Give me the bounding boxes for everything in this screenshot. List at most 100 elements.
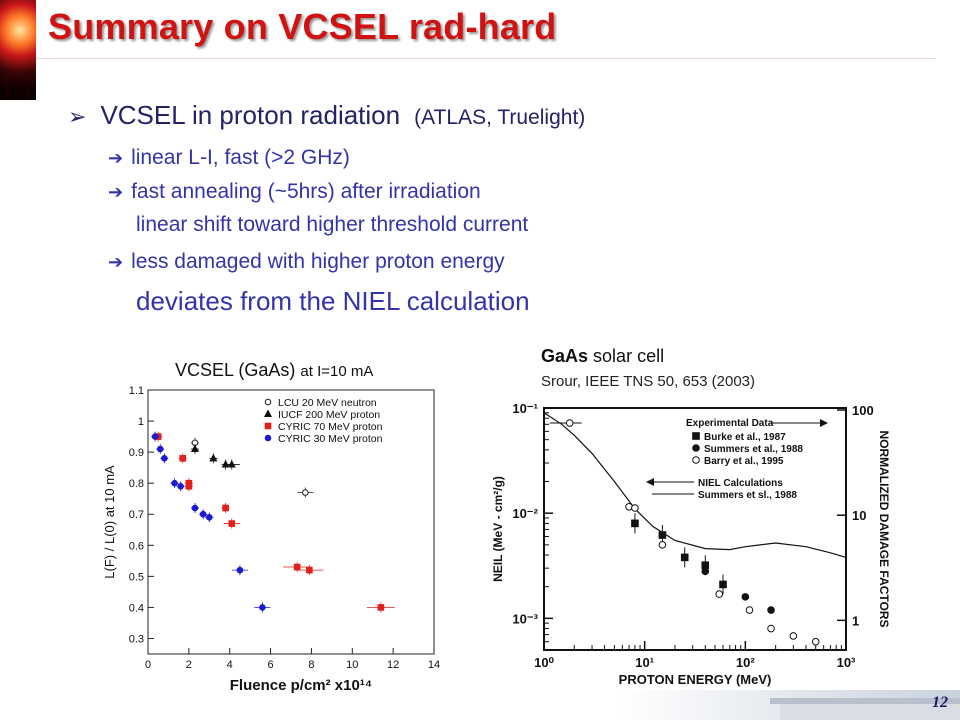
legend-marker <box>264 434 272 442</box>
data-point <box>293 563 301 571</box>
legend-marker <box>264 422 272 430</box>
x-tick-label: 6 <box>268 659 274 671</box>
data-point <box>701 567 710 576</box>
data-point <box>658 541 667 549</box>
legend-label: Barry et al., 1995 <box>704 456 784 467</box>
gaas-chart-reference: Srour, IEEE TNS 50, 653 (2003) <box>541 373 756 390</box>
y-tick-label: 0.6 <box>129 540 144 552</box>
y-tick-label: 0.5 <box>129 571 144 583</box>
x-tick-label: 14 <box>428 659 440 671</box>
harbor-scene-decoration <box>620 690 960 720</box>
vcsel-caption-small: at I=10 mA <box>300 363 374 380</box>
niel-energy-chart: 10⁰ 10¹ 10² 10³ 10⁻³ 10⁻² 10⁻¹ 1 10 100 PROTON ENE… <box>480 398 892 690</box>
y-tick-label: 0.4 <box>129 602 144 614</box>
data-point <box>741 593 750 601</box>
vcsel-chart-svg: 0 2 4 6 8 10 12 14 0.3 0.4 0.5 0.6 0.7 0.8 0.9 1 1.1 Flue… <box>102 385 440 694</box>
y-tick-label: 1.1 <box>129 385 144 397</box>
main-bullet-paren: (ATLAS, Truelight) <box>414 106 586 129</box>
x-tick-label: 8 <box>308 659 314 671</box>
sub-bullet-5-text: deviates from the NIEL calculation <box>136 286 530 316</box>
right-tick-label: 1 <box>852 613 859 628</box>
data-point <box>199 510 207 518</box>
data-point <box>302 489 309 496</box>
fireworks-decoration <box>0 0 36 100</box>
page-number: 12 <box>932 694 948 711</box>
torii-gate-decoration <box>2 82 34 100</box>
data-point <box>789 632 798 640</box>
data-point <box>565 419 574 427</box>
legend-arrowhead <box>646 478 654 486</box>
data-point <box>190 444 200 453</box>
y-tick-label: 0.8 <box>129 478 144 490</box>
data-point <box>745 606 754 614</box>
sub-bullet-1-text: linear L-I, fast (>2 GHz) <box>131 146 350 169</box>
data-point <box>767 624 775 633</box>
data-point <box>185 482 193 490</box>
sub-bullet-3-text: linear shift toward higher threshold cur… <box>136 213 529 236</box>
data-point <box>151 433 159 440</box>
vcsel-caption-main: VCSEL (GaAs) <box>175 360 296 380</box>
right-tick-label: 100 <box>852 403 874 418</box>
data-point <box>222 504 229 512</box>
y-tick-label: 10⁻² <box>512 506 538 521</box>
data-point <box>631 504 639 512</box>
legend-marker <box>692 432 700 440</box>
x-tick-label: 12 <box>387 659 399 671</box>
y-tick-label: 10⁻³ <box>512 611 538 626</box>
data-point <box>259 604 266 611</box>
data-point <box>377 604 385 611</box>
y-tick-label: 0.3 <box>129 633 144 645</box>
legend-label: Summers et sl., 1988 <box>698 490 797 501</box>
data-point <box>227 459 236 468</box>
vcsel-chart-caption: VCSEL (GaAs) at I=10 mA <box>175 360 373 381</box>
y-tick-label: 1 <box>138 416 144 428</box>
legend-marker <box>263 409 273 417</box>
data-point <box>228 520 236 527</box>
data-point <box>236 566 244 574</box>
legend-label: Summers et al., 1988 <box>704 444 803 455</box>
y-axis-label: L(F) / L(0) at 10 mA <box>102 465 117 579</box>
x-tick-label: 10⁰ <box>534 655 554 670</box>
x-tick-label: 2 <box>186 659 192 671</box>
x-tick-label: 10² <box>736 655 755 670</box>
sub-bullet-4: ➔ less damaged with higher proton energy <box>108 250 505 274</box>
niel-curve <box>543 412 847 558</box>
slide-title: Summary on VCSEL rad-hard <box>48 6 557 47</box>
data-point <box>171 479 178 487</box>
sub-bullet-2: ➔ fast annealing (~5hrs) after irradiatio… <box>108 180 481 204</box>
plot-frame <box>147 389 435 655</box>
title-divider <box>36 58 936 59</box>
y-tick-label: 10⁻¹ <box>512 401 538 416</box>
legend-marker <box>264 398 272 406</box>
data-point <box>177 482 184 490</box>
sub-bullet-4-text: less damaged with higher proton energy <box>131 250 505 273</box>
legend-label: Burke et al., 1987 <box>704 432 786 443</box>
data-point <box>209 453 218 462</box>
data-point <box>767 606 775 614</box>
main-bullet-text: VCSEL in proton radiation <box>100 100 401 130</box>
legend-label: LCU 20 MeV neutron <box>278 397 377 409</box>
vcsel-fluence-chart: 0 2 4 6 8 10 12 14 0.3 0.4 0.5 0.6 0.7 0.8 0.9 1 1.1 Flue… <box>100 384 445 700</box>
legend-label: IUCF 200 MeV proton <box>278 409 380 421</box>
x-tick-label: 10¹ <box>635 655 654 670</box>
double-right-arrow-icon: ➔ <box>108 148 124 168</box>
niel-chart-svg: 10⁰ 10¹ 10² 10³ 10⁻³ 10⁻² 10⁻¹ 1 10 100 PROTON ENE… <box>491 401 891 687</box>
y-tick-label: 0.9 <box>129 447 144 459</box>
double-right-arrow-icon: ➔ <box>108 252 124 272</box>
data-point <box>179 455 187 462</box>
data-point <box>221 459 230 468</box>
sub-bullet-1: ➔ linear L-I, fast (>2 GHz) <box>108 146 350 170</box>
data-point <box>156 445 164 453</box>
legend-label: CYRIC 30 MeV proton <box>278 433 383 445</box>
x-axis-label: Fluence p/cm² x10¹⁴ <box>230 677 372 694</box>
x-axis-label: PROTON ENERGY (MeV) <box>619 672 772 687</box>
legend-marker <box>692 444 700 452</box>
x-tick-label: 10 <box>346 659 358 671</box>
data-point <box>161 455 168 462</box>
legend-marker <box>692 456 700 464</box>
arrowhead-bullet-icon: ➢ <box>68 104 87 129</box>
gaas-caption-rest: solar cell <box>593 346 665 366</box>
data-point <box>631 519 639 528</box>
data-point <box>658 531 667 539</box>
data-point <box>715 590 723 598</box>
